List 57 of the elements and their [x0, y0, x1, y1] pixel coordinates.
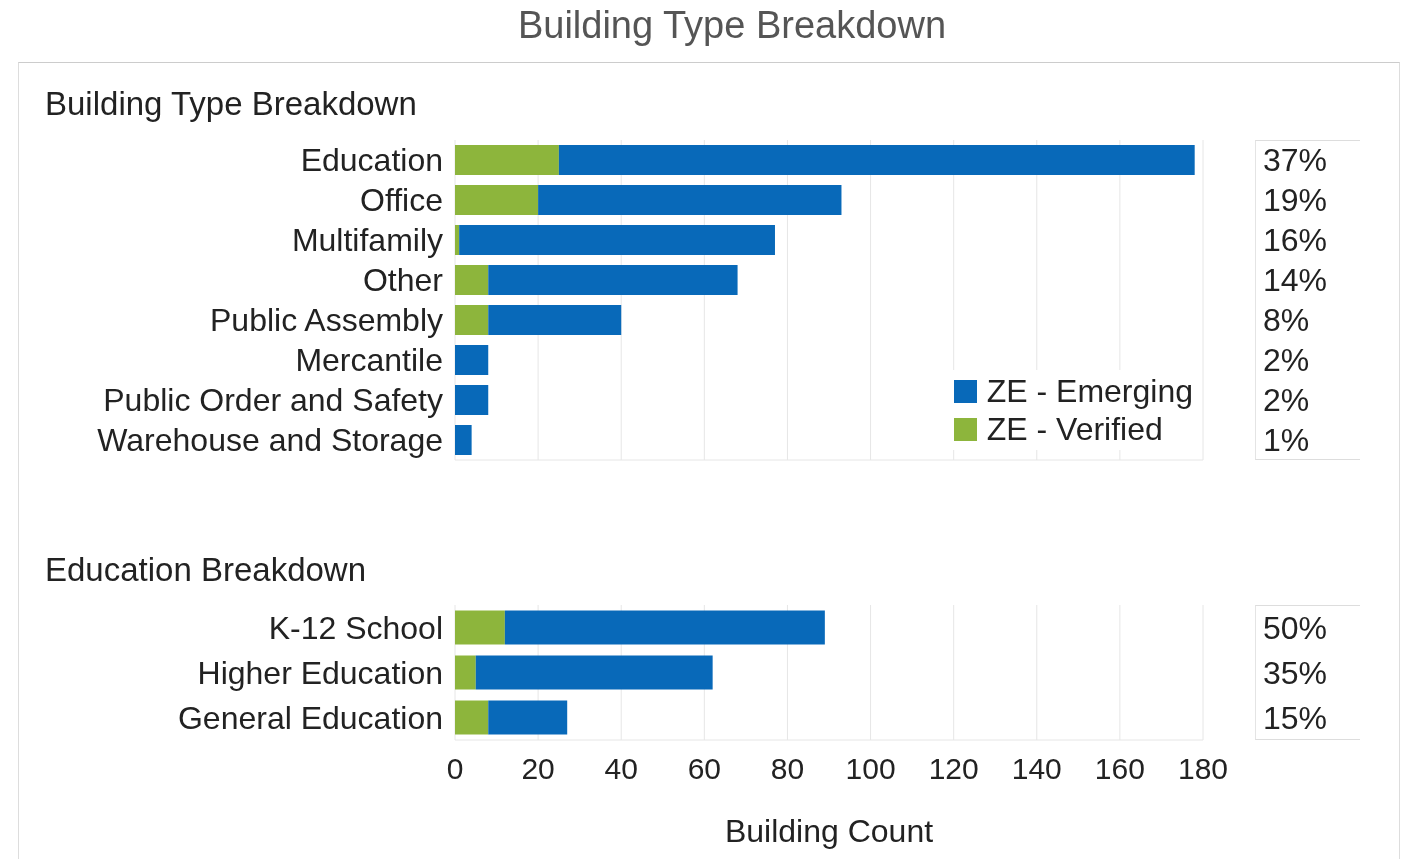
text: 50% — [1263, 608, 1328, 647]
bar — [455, 655, 476, 690]
text: 37% — [1263, 141, 1328, 179]
chart-title: Building Type Breakdown — [516, 3, 948, 48]
chart-subtitle: Building Type Breakdown — [45, 84, 417, 124]
y-tick-label: Public Assembly — [210, 302, 443, 339]
x-tick-label: 140 — [1011, 752, 1062, 786]
bar — [455, 425, 472, 455]
bar — [455, 225, 460, 255]
legend-label: ZE - Verified — [986, 410, 1163, 448]
bar — [558, 145, 1195, 175]
x-tick-label: 100 — [845, 752, 896, 786]
text: 14% — [1263, 261, 1328, 299]
legend-label: ZE - Emerging — [986, 372, 1193, 410]
y-tick-label: Public Order and Safety — [103, 382, 443, 419]
y-tick-label: Education — [300, 142, 443, 179]
bar — [538, 185, 842, 215]
bar — [455, 185, 539, 215]
x-axis-title: Building Count — [724, 813, 934, 849]
text: 35% — [1263, 653, 1328, 692]
y-tick-label: Higher Education — [197, 654, 443, 691]
y-tick-label: Warehouse and Storage — [97, 422, 443, 459]
y-tick-label: Other — [362, 262, 444, 299]
x-tick-label: 180 — [1177, 752, 1229, 786]
y-tick-label: Office — [360, 182, 443, 219]
x-tick-label: 40 — [604, 752, 638, 786]
bar — [455, 610, 505, 645]
y-tick-label: K-12 School — [268, 609, 443, 646]
bar — [488, 265, 738, 295]
bar — [455, 145, 559, 175]
x-tick-label: 0 — [446, 752, 464, 786]
y-tick-label: Multifamily — [291, 222, 443, 259]
bar — [455, 385, 489, 415]
text: 1% — [1263, 421, 1310, 459]
bar — [455, 700, 489, 735]
x-tick-label: 120 — [928, 752, 979, 786]
bar — [488, 700, 568, 735]
x-tick-label: 80 — [770, 752, 805, 786]
x-tick-label: 60 — [687, 752, 722, 786]
y-tick-label: Mercantile — [295, 342, 443, 379]
bar — [455, 265, 489, 295]
y-tick-label: General Education — [177, 699, 443, 736]
bar — [459, 225, 775, 255]
bar — [455, 305, 489, 335]
text: 19% — [1263, 181, 1328, 219]
x-tick-label: 20 — [521, 752, 555, 786]
chart-title: Education Breakdown — [45, 550, 367, 590]
bar — [488, 305, 622, 335]
text: 2% — [1263, 381, 1310, 419]
bar — [455, 345, 489, 375]
text: 8% — [1263, 301, 1310, 339]
text: 15% — [1263, 698, 1328, 737]
bar — [504, 610, 825, 645]
bar — [475, 655, 713, 690]
text: 2% — [1263, 341, 1310, 379]
x-tick-label: 160 — [1094, 752, 1145, 786]
text: 16% — [1263, 221, 1328, 259]
